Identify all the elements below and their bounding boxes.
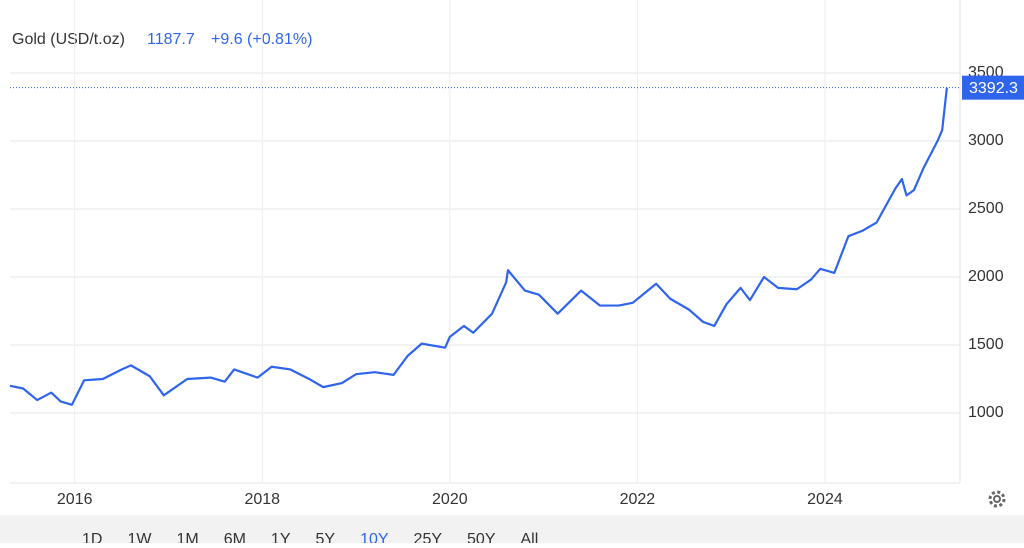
range-button[interactable]: 1W — [127, 531, 152, 548]
y-tick-label: 1000 — [968, 404, 1004, 421]
y-tick-label: 3000 — [968, 132, 1004, 149]
x-tick-label: 2022 — [620, 491, 656, 508]
x-tick-label: 2016 — [57, 491, 93, 508]
y-tick-label: 2500 — [968, 200, 1004, 217]
y-tick-label: 2000 — [968, 268, 1004, 285]
y-tick-label: 1500 — [968, 336, 1004, 353]
price: 1187.7 — [147, 31, 195, 48]
last-price-badge — [962, 75, 1024, 100]
range-button[interactable]: 6M — [224, 531, 246, 548]
range-button[interactable]: 1Y — [271, 531, 291, 548]
range-bar — [0, 515, 1024, 543]
change: +9.6 (+0.81%) — [211, 31, 312, 48]
x-tick-label: 2018 — [244, 491, 280, 508]
price-line — [9, 87, 948, 406]
range-button[interactable]: 1M — [176, 531, 198, 548]
range-button[interactable]: 1D — [82, 531, 102, 548]
range-button[interactable]: 50Y — [467, 531, 496, 548]
last-price-label: 3392.3 — [969, 80, 1018, 97]
range-button[interactable]: 10Y — [360, 531, 389, 548]
settings-icon[interactable] — [988, 490, 1006, 508]
range-button[interactable]: 25Y — [414, 531, 443, 548]
title: Gold (USD/t.oz) — [12, 31, 125, 48]
x-tick-label: 2020 — [432, 491, 468, 508]
x-tick-label: 2024 — [807, 491, 843, 508]
range-button[interactable]: 5Y — [316, 531, 336, 548]
range-button[interactable]: All — [520, 531, 538, 548]
